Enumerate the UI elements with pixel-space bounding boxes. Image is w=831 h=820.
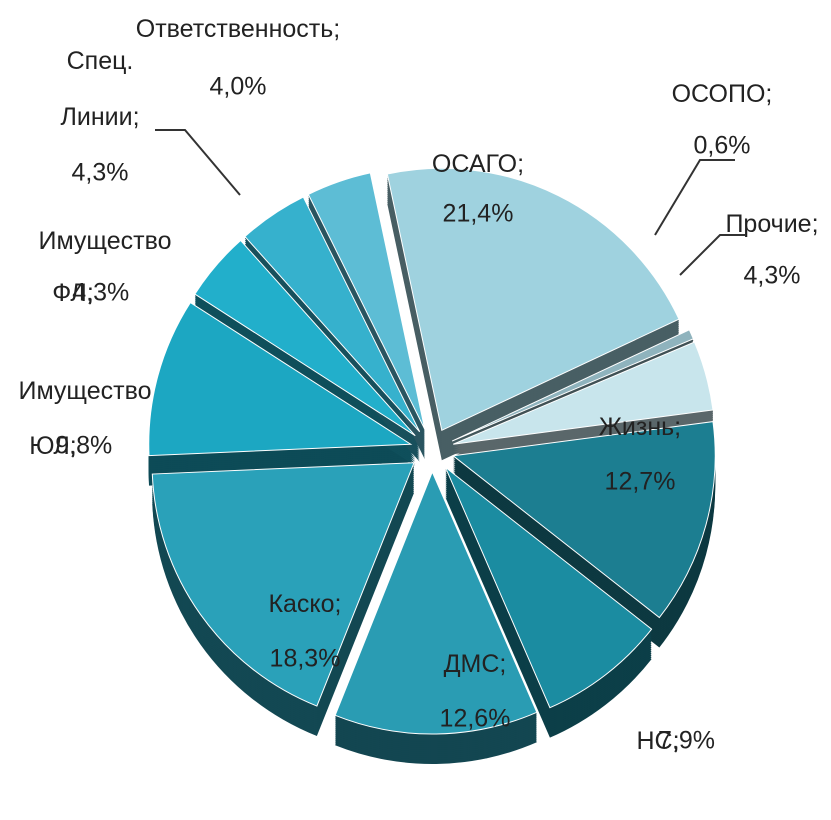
leader-line [155, 129, 241, 196]
category-label-line: Жизнь; [599, 413, 681, 441]
value-label: 9,8% [55, 432, 112, 460]
value-label: 4,3% [72, 159, 129, 187]
category-label-line: НС; [636, 727, 679, 755]
category-label-line: Имущество [39, 227, 172, 255]
slices [148, 167, 716, 735]
slice [148, 301, 413, 457]
category-label-line: ОСОПО; [672, 80, 773, 108]
slice [444, 467, 653, 709]
category-label: Ответственность; [136, 15, 340, 43]
category-label: Спец. Линии; [60, 47, 139, 131]
category-label-line: Имущество [19, 377, 152, 405]
category-label-line: Прочие; [725, 210, 818, 238]
value-label: 4,3% [744, 262, 801, 290]
slice [334, 470, 538, 735]
category-label: ОСАГО; [432, 150, 524, 178]
category-label: ДМС; [444, 650, 507, 678]
leader-line [654, 159, 735, 236]
category-label-line: ЮЛ; [29, 432, 77, 460]
category-label: Имущество ФЛ; [39, 227, 172, 307]
slice [451, 421, 716, 619]
category-label: Каско; [268, 590, 341, 618]
slice [451, 329, 694, 442]
category-label: Имущество ЮЛ; [19, 377, 152, 460]
slice [453, 341, 714, 445]
slice [386, 167, 680, 432]
value-label: 12,6% [440, 705, 511, 733]
category-label: Прочие; [725, 210, 818, 238]
slice [307, 172, 426, 430]
value-label: 0,6% [694, 132, 751, 160]
category-label-line: Ответственность; [136, 15, 340, 43]
category-label-line: ОСАГО; [432, 150, 524, 178]
category-label: Жизнь; [599, 413, 681, 441]
category-label-line: ДМС; [444, 650, 507, 678]
value-label: 18,3% [270, 645, 341, 673]
slice [194, 239, 416, 437]
category-label-line: Каско; [268, 590, 341, 618]
category-label: ОСОПО; [672, 80, 773, 108]
labels: ОСАГО; 21,4% ОСОПО; 0,6% Прочие; 4,3% Жизнь; 12… [19, 15, 819, 755]
value-label: 12,7% [605, 468, 676, 496]
value-label: 7,9% [658, 727, 715, 755]
category-label: НС; [636, 727, 679, 755]
value-label: 4,3% [72, 279, 129, 307]
slice [244, 196, 421, 433]
slice [151, 462, 415, 707]
category-label-line: Линии; [60, 103, 139, 131]
leader-line [679, 234, 745, 276]
value-label: 21,4% [443, 200, 514, 228]
value-label: 4,0% [210, 73, 267, 101]
category-label-line: ФЛ; [52, 279, 94, 307]
category-label-line: Спец. [67, 47, 134, 75]
